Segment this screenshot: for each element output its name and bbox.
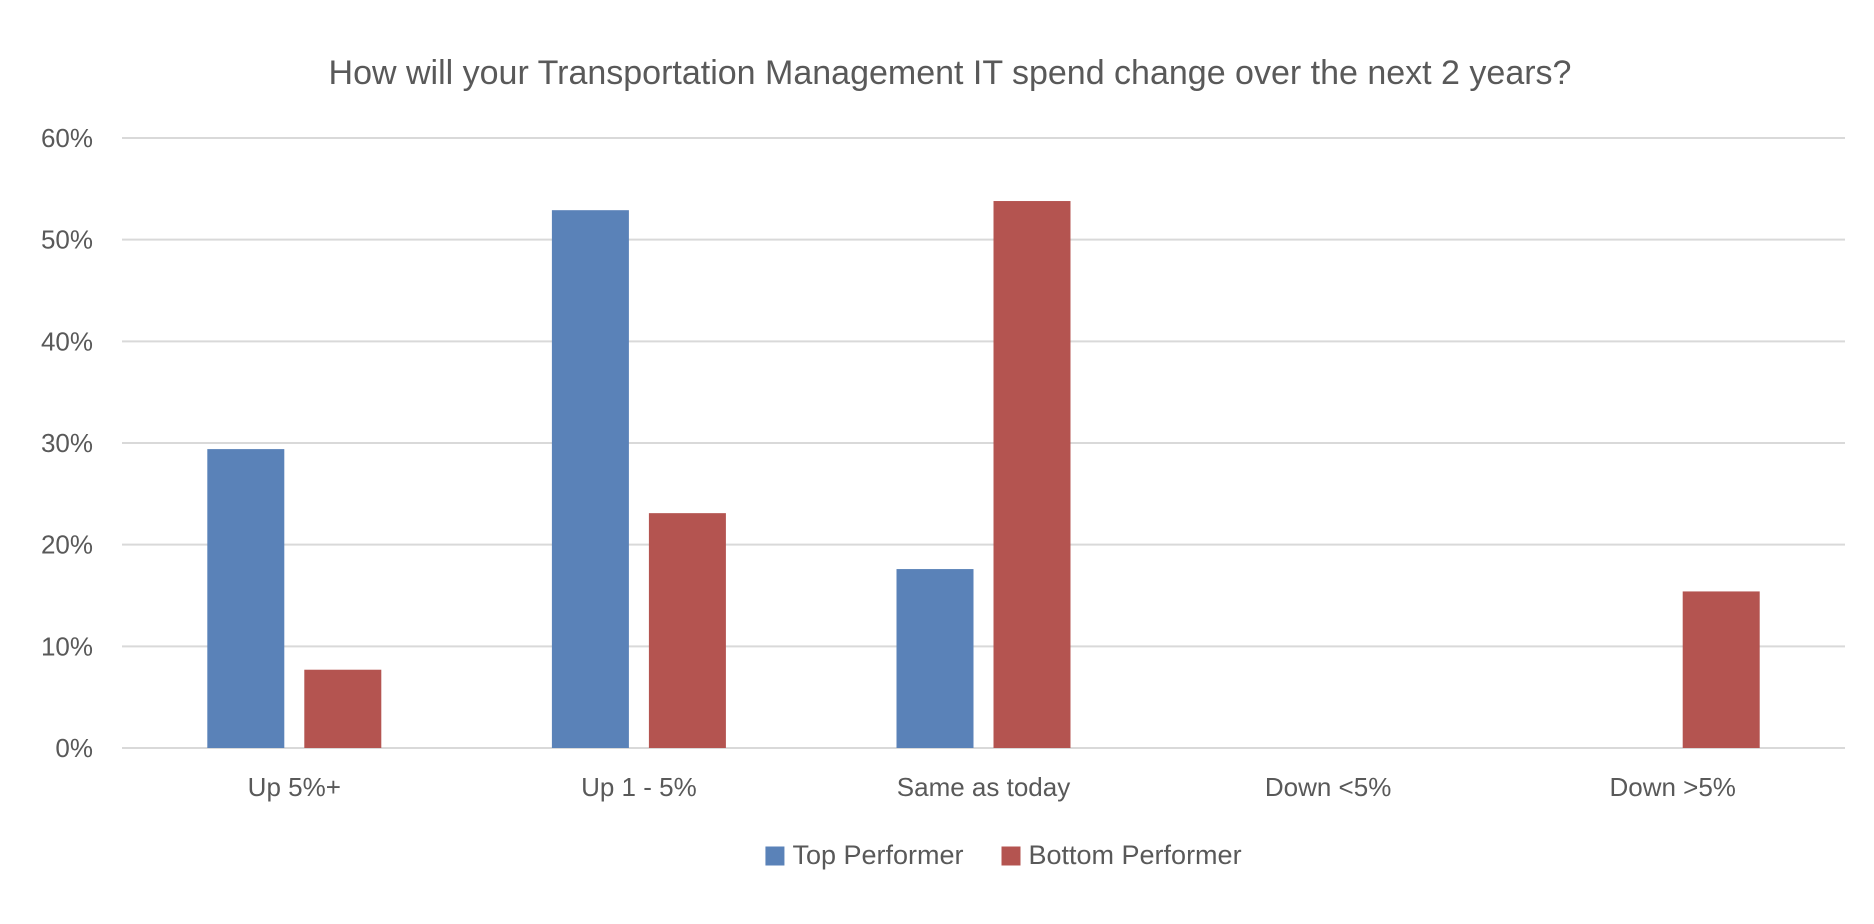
x-tick-label: Down <5% [1265,772,1391,802]
x-axis: Up 5%+ Up 1 - 5% Same as today Down <5% Down… [248,772,1736,802]
bar-0-0 [207,449,285,748]
bar-2-0 [896,569,974,748]
y-tick-label: 40% [41,326,93,356]
gridlines [122,137,1845,749]
x-tick-label: Down >5% [1609,772,1735,802]
legend-label: Top Performer [792,840,963,870]
x-tick-label: Same as today [897,772,1070,802]
y-tick-label: 60% [41,123,93,153]
bars [207,201,1760,749]
x-tick-label: Up 1 - 5% [581,772,697,802]
bar-0-1 [304,669,382,748]
bar-1-0 [551,210,629,748]
legend-swatch [765,846,785,866]
bar-1-1 [648,513,726,748]
bar-4-1 [1682,591,1760,748]
legend-label: Bottom Performer [1029,840,1242,870]
legend-swatch [1001,846,1021,866]
bar-2-1 [993,201,1071,749]
y-tick-label: 0% [55,733,93,763]
y-tick-label: 30% [41,428,93,458]
y-tick-label: 50% [41,225,93,255]
legend: Top Performer Bottom Performer [765,840,1242,870]
y-axis: 0% 10% 20% 30% 40% 50% 60% [41,123,93,763]
x-tick-label: Up 5%+ [248,772,341,802]
y-tick-label: 20% [41,530,93,560]
y-tick-label: 10% [41,631,93,661]
chart-title: How will your Transportation Management … [329,54,1572,92]
